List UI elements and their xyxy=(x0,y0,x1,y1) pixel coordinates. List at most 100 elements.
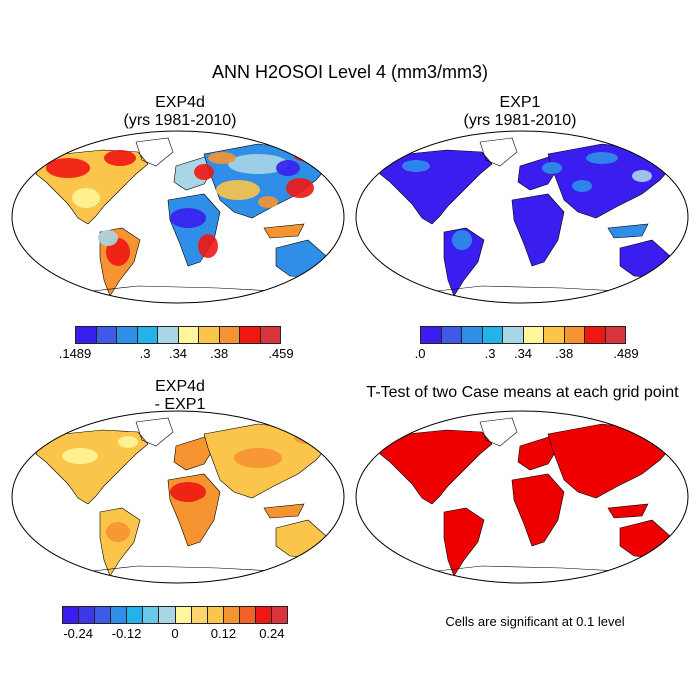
colorbar-tick-label: .489 xyxy=(613,346,639,361)
colorbar-swatch xyxy=(604,326,626,344)
colorbar-tick-label: 0.12 xyxy=(210,626,237,641)
colorbar-swatch xyxy=(238,606,256,624)
colorbar-tick-label: .1489 xyxy=(58,346,92,361)
panel-title-line2: (yrs 1981-2010) xyxy=(463,112,577,129)
landmass-north-america xyxy=(35,429,149,505)
field-patch xyxy=(286,178,314,198)
map-boundary xyxy=(11,130,345,304)
landmass-north-america xyxy=(379,429,493,505)
field-patch xyxy=(572,180,592,192)
field-patch xyxy=(198,234,218,258)
field-patch xyxy=(452,230,472,250)
colorbar-swatch xyxy=(174,606,192,624)
landmass-indonesia xyxy=(263,223,305,239)
panel-title-line1: EXP4d xyxy=(155,378,205,395)
colorbar-swatch xyxy=(218,326,240,344)
colorbar-tick-label: .34 xyxy=(513,346,533,361)
colorbar-swatch xyxy=(206,606,224,624)
colorbar-swatch xyxy=(75,326,97,344)
colorbar-swatch xyxy=(584,326,606,344)
colorbar-swatch xyxy=(254,606,273,624)
colorbar-swatch xyxy=(440,326,462,344)
landmass-indonesia xyxy=(607,503,649,519)
map-exp4d xyxy=(11,130,345,304)
colorbar-tick-label: .459 xyxy=(268,346,294,361)
colorbar-tick-label: .38 xyxy=(555,346,574,361)
colorbar-swatch xyxy=(481,326,503,344)
colorbar-difference xyxy=(62,606,289,624)
landmass-africa xyxy=(511,473,565,547)
field-patch xyxy=(542,162,562,174)
colorbar-tick-label: 0.24 xyxy=(259,626,285,641)
panel-title-line2: - EXP1 xyxy=(154,396,206,413)
map-boundary xyxy=(355,130,689,304)
colorbar-exp4d xyxy=(75,326,281,344)
colorbar-tick-label: .38 xyxy=(210,346,229,361)
panel-title-line1: T-Test of two Case means at each grid po… xyxy=(366,384,679,401)
field-patch xyxy=(118,436,138,448)
landmass-greenland xyxy=(479,417,518,447)
colorbar-tick-label: -0.24 xyxy=(63,626,93,641)
field-patch xyxy=(72,188,100,208)
colorbar-swatch xyxy=(543,326,565,344)
landmass-indonesia xyxy=(607,223,649,239)
field-patch xyxy=(234,448,282,468)
colorbar-swatch xyxy=(126,606,144,624)
colorbar-tick-label: .0 xyxy=(414,346,426,361)
landmass-indonesia xyxy=(263,503,305,519)
colorbar-swatch xyxy=(461,326,483,344)
map-boundary xyxy=(11,410,345,584)
colorbar-tick-label: .34 xyxy=(168,346,188,361)
colorbar-swatch xyxy=(142,606,160,624)
panel-title-ttest: T-Test of two Case means at each grid po… xyxy=(350,384,695,402)
field-patch xyxy=(104,150,136,166)
map-ttest xyxy=(355,410,689,584)
map-exp1 xyxy=(355,130,689,304)
field-patch xyxy=(194,498,214,518)
field-patch xyxy=(208,152,236,164)
colorbar-swatch xyxy=(239,326,261,344)
colorbar-swatch xyxy=(222,606,240,624)
panel-title-exp4d: EXP4d (yrs 1981-2010) xyxy=(30,94,330,130)
colorbar-difference-labels: -0.24 -0.12 0 0.12 0.24 xyxy=(62,626,288,642)
field-patch xyxy=(258,196,278,208)
landmass-greenland xyxy=(135,137,174,167)
panel-title-difference: EXP4d - EXP1 xyxy=(30,378,330,414)
colorbar-swatch xyxy=(136,326,158,344)
field-patch xyxy=(216,180,260,200)
colorbar-exp1-labels: .0 .3 .34 .38 .489 xyxy=(415,346,639,362)
colorbar-exp4d-labels: .1489 .3 .34 .38 .459 xyxy=(59,346,294,362)
field-patch xyxy=(228,154,288,174)
colorbar-swatch xyxy=(502,326,524,344)
colorbar-swatch xyxy=(259,326,281,344)
panel-title-line1: EXP1 xyxy=(499,94,541,111)
landmass-africa xyxy=(511,193,565,267)
colorbar-swatch xyxy=(158,606,176,624)
colorbar-tick-label: -0.12 xyxy=(111,626,142,641)
colorbar-swatch xyxy=(190,606,208,624)
colorbar-swatch xyxy=(271,606,289,624)
field-patch xyxy=(632,170,652,182)
colorbar-swatch xyxy=(177,326,199,344)
field-patch xyxy=(46,158,90,178)
colorbar-swatch xyxy=(522,326,544,344)
colorbar-tick-label: .3 xyxy=(139,346,151,361)
colorbar-swatch xyxy=(563,326,585,344)
colorbar-swatch xyxy=(157,326,179,344)
colorbar-swatch xyxy=(116,326,138,344)
colorbar-tick-label: .3 xyxy=(484,346,496,361)
field-patch xyxy=(586,152,618,164)
landmass-greenland xyxy=(479,137,518,167)
field-patch xyxy=(170,208,206,228)
colorbar-swatch xyxy=(198,326,220,344)
field-patch xyxy=(98,230,118,246)
colorbar-swatch xyxy=(95,326,117,344)
field-patch xyxy=(62,448,98,464)
field-patch xyxy=(402,160,430,172)
field-patch xyxy=(276,160,300,176)
field-patch xyxy=(170,482,206,502)
colorbar-exp1 xyxy=(420,326,626,344)
figure-title: ANN H2OSOI Level 4 (mm3/mm3) xyxy=(211,62,489,82)
significance-note: Cells are significant at 0.1 level xyxy=(445,614,625,629)
colorbar-swatch xyxy=(420,326,442,344)
